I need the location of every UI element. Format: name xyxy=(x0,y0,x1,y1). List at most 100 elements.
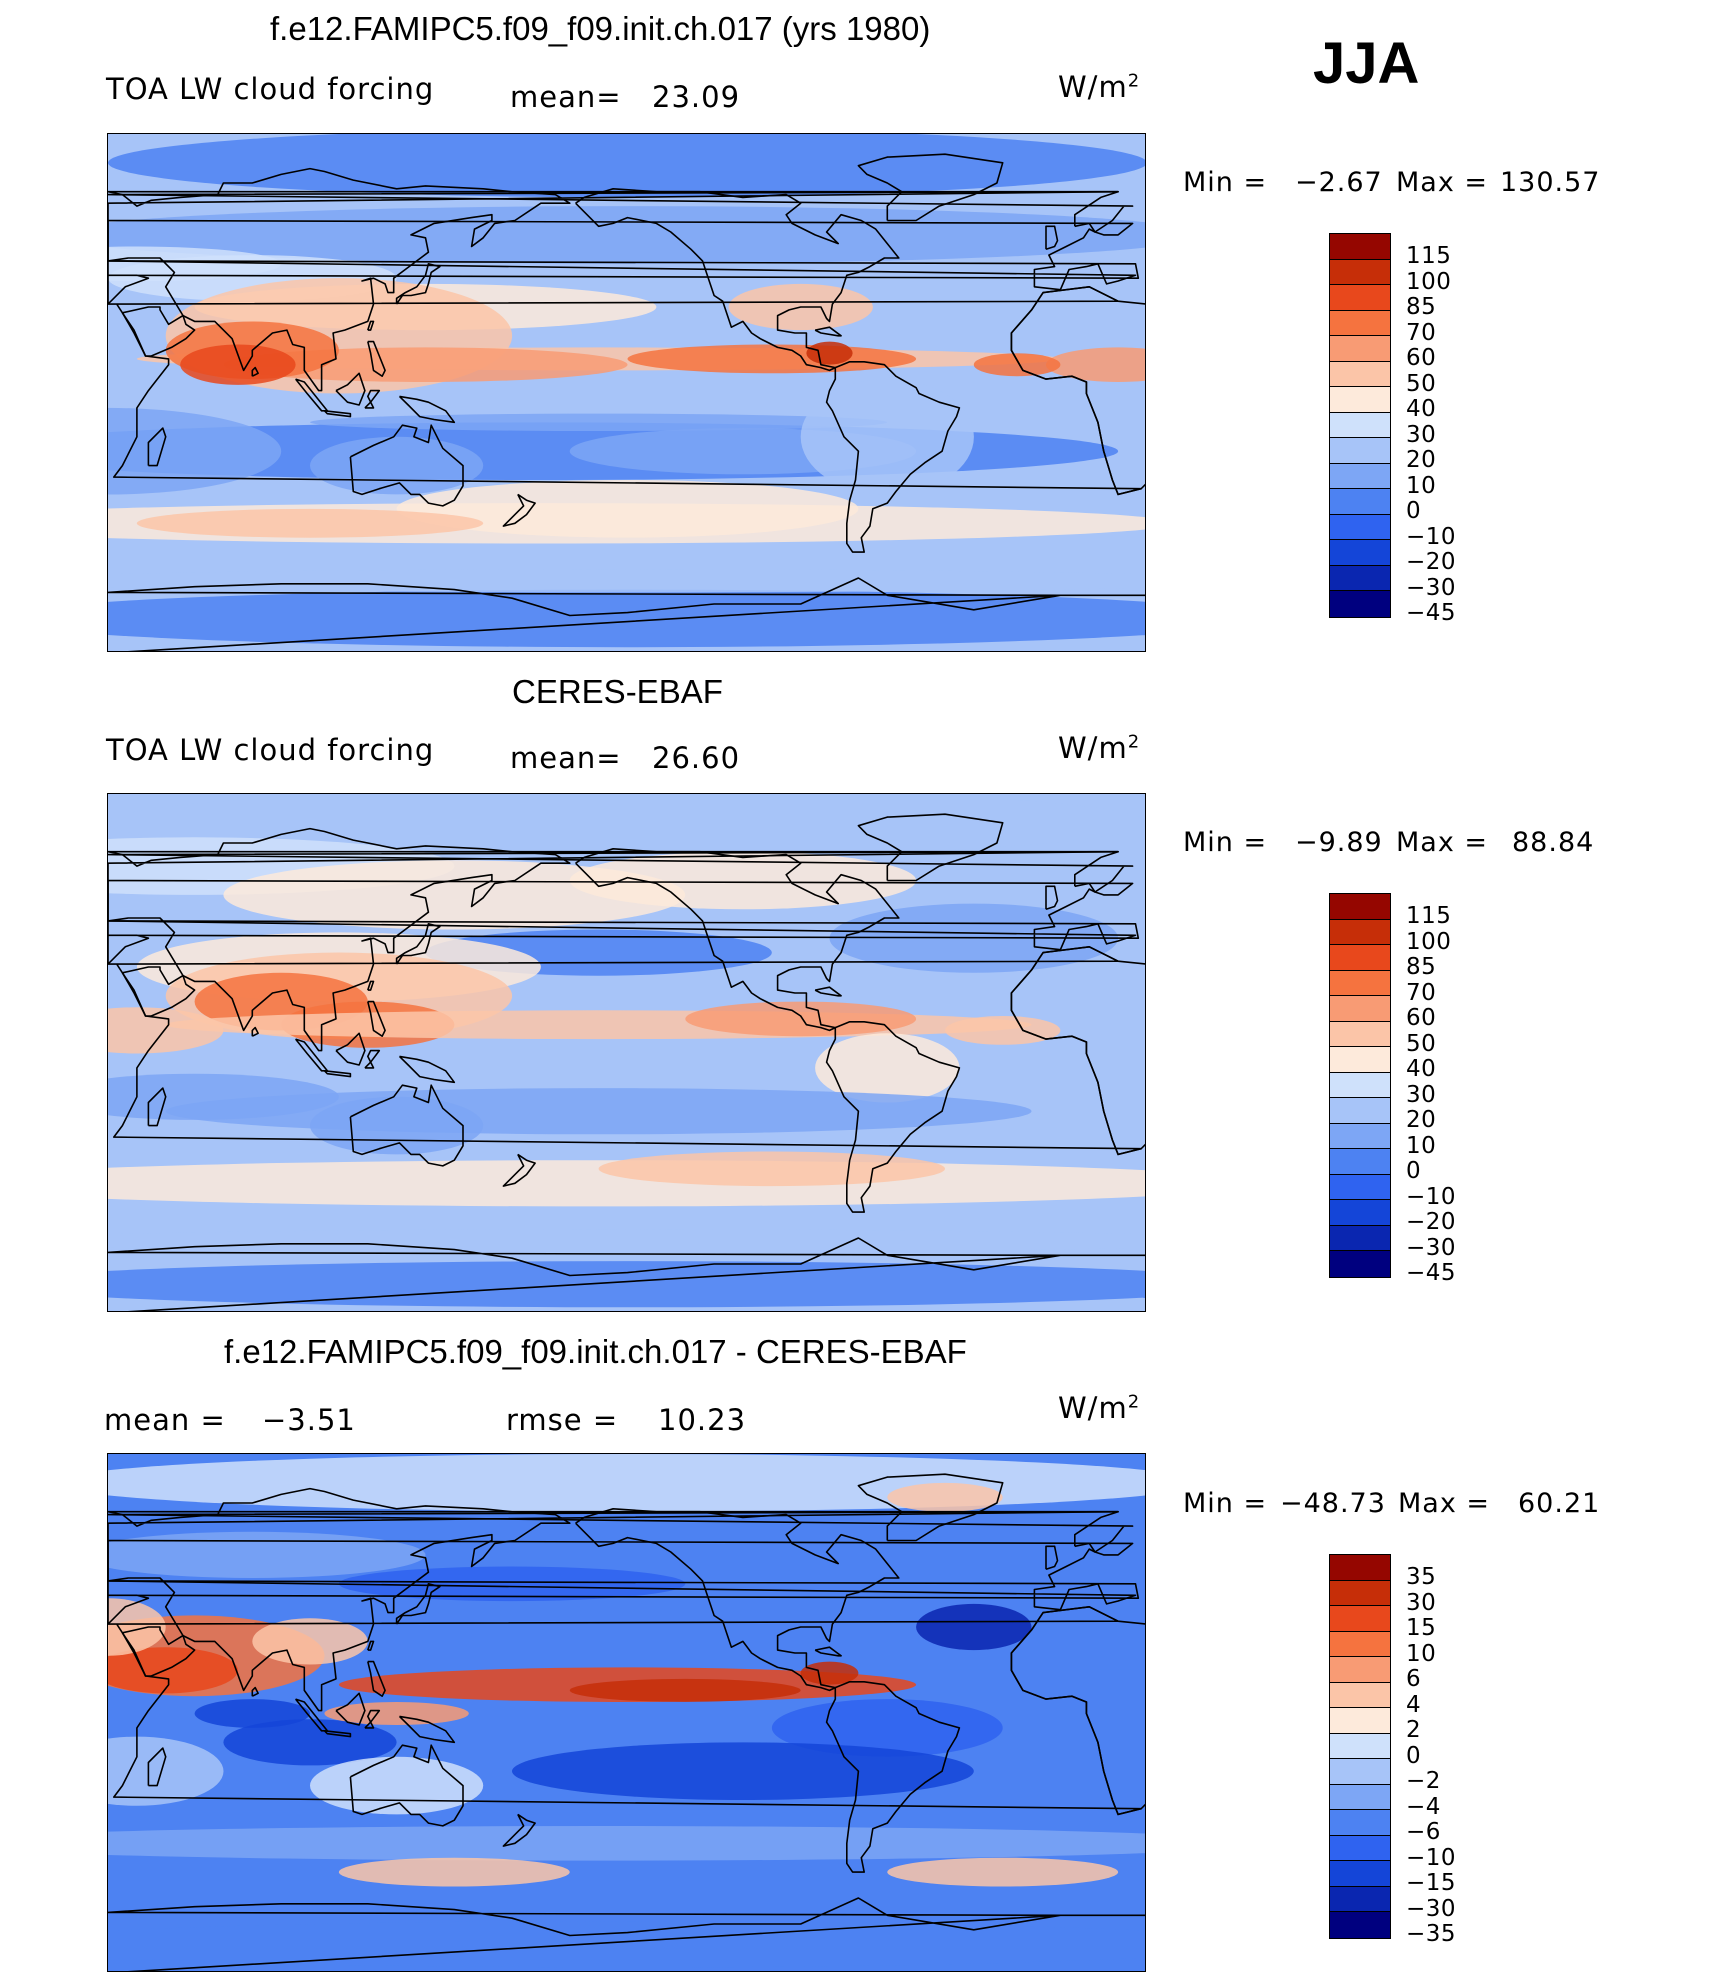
season-label: JJA xyxy=(1313,31,1420,96)
panel3-min-value: −48.73 xyxy=(1280,1488,1386,1519)
panel2-colorbar xyxy=(1329,893,1391,1278)
colorbar-tick-label: 20 xyxy=(1406,447,1437,473)
colorbar-swatch xyxy=(1330,361,1390,387)
colorbar-tick-label: 30 xyxy=(1406,1589,1437,1616)
colorbar-swatch xyxy=(1330,1759,1390,1785)
panel3-title: f.e12.FAMIPC5.f09_f09.init.ch.017 - CERE… xyxy=(224,1333,967,1370)
panel3-min-label: Min = xyxy=(1183,1488,1268,1519)
panel3-rmse-value: 10.23 xyxy=(658,1403,747,1437)
colorbar-tick-label: 50 xyxy=(1406,370,1437,397)
colorbar-swatch xyxy=(1330,1657,1390,1683)
colorbar-tick-label: 50 xyxy=(1406,1030,1437,1057)
colorbar-swatch xyxy=(1330,1631,1390,1657)
panel2-min-label: Min = xyxy=(1183,827,1268,858)
colorbar-tick-label: −4 xyxy=(1406,1793,1441,1820)
panel2-max-value: 88.84 xyxy=(1512,827,1595,858)
colorbar-tick-label: 85 xyxy=(1406,294,1437,320)
colorbar-tick-label: 60 xyxy=(1406,345,1437,371)
colorbar-swatch xyxy=(1330,285,1390,311)
colorbar-tick-label: 0 xyxy=(1406,498,1422,524)
panel2-variable-label: TOA LW cloud forcing xyxy=(106,733,435,767)
colorbar-swatch xyxy=(1330,1021,1390,1047)
colorbar-swatch xyxy=(1330,970,1390,996)
colorbar-swatch xyxy=(1330,489,1390,515)
colorbar-swatch xyxy=(1330,1200,1390,1226)
colorbar-swatch xyxy=(1330,1886,1390,1912)
colorbar-tick-label: −2 xyxy=(1406,1768,1441,1794)
panel1-map xyxy=(107,133,1146,652)
colorbar-swatch xyxy=(1330,919,1390,945)
panel3-mean-label: mean = xyxy=(104,1403,226,1437)
colorbar-tick-label: 85 xyxy=(1406,954,1437,980)
colorbar-swatch xyxy=(1330,1580,1390,1606)
colorbar-swatch xyxy=(1330,259,1390,285)
colorbar-tick-label: −20 xyxy=(1406,1209,1457,1235)
panel2-mean-label: mean= xyxy=(510,741,622,775)
colorbar-tick-label: 20 xyxy=(1406,1107,1437,1133)
colorbar-tick-label: 40 xyxy=(1406,396,1437,422)
colorbar-swatch xyxy=(1330,945,1390,971)
colorbar-swatch xyxy=(1330,540,1390,566)
panel1-variable-label: TOA LW cloud forcing xyxy=(106,72,435,106)
colorbar-tick-label: 0 xyxy=(1406,1158,1422,1184)
panel1-max-value: 130.57 xyxy=(1500,167,1601,198)
colorbar-swatch xyxy=(1330,1810,1390,1836)
colorbar-tick-label: −30 xyxy=(1406,1895,1457,1922)
colorbar-tick-label: −20 xyxy=(1406,549,1457,575)
colorbar-swatch xyxy=(1330,1251,1390,1277)
colorbar-tick-label: −30 xyxy=(1406,1234,1457,1261)
colorbar-swatch xyxy=(1330,1225,1390,1251)
colorbar-tick-label: 10 xyxy=(1406,472,1437,499)
colorbar-tick-label: 15 xyxy=(1406,1615,1437,1641)
colorbar-swatch xyxy=(1330,1733,1390,1759)
panel3-rmse-label: rmse = xyxy=(506,1403,619,1437)
colorbar-swatch xyxy=(1330,310,1390,336)
panel3-colorbar xyxy=(1329,1554,1391,1939)
panel1-units: W/m2 xyxy=(1058,70,1141,104)
colorbar-tick-label: 70 xyxy=(1406,319,1437,346)
colorbar-tick-label: 40 xyxy=(1406,1056,1437,1082)
colorbar-swatch xyxy=(1330,591,1390,617)
panel2-mean-value: 26.60 xyxy=(652,741,741,775)
colorbar-swatch xyxy=(1330,1861,1390,1887)
colorbar-tick-label: −10 xyxy=(1406,523,1457,550)
colorbar-tick-label: 30 xyxy=(1406,421,1437,448)
panel3-max-label: Max = xyxy=(1398,1488,1491,1519)
colorbar-swatch xyxy=(1330,412,1390,438)
colorbar-swatch xyxy=(1330,336,1390,362)
colorbar-swatch xyxy=(1330,1555,1390,1581)
colorbar-tick-label: 60 xyxy=(1406,1005,1437,1031)
colorbar-tick-label: −45 xyxy=(1406,1260,1457,1286)
colorbar-swatch xyxy=(1330,1784,1390,1810)
colorbar-tick-label: 6 xyxy=(1406,1666,1422,1692)
panel2-min-value: −9.89 xyxy=(1295,827,1383,858)
colorbar-tick-label: −15 xyxy=(1406,1870,1457,1896)
panel1-mean-value: 23.09 xyxy=(652,80,741,114)
colorbar-tick-label: −35 xyxy=(1406,1921,1457,1947)
colorbar-swatch xyxy=(1330,996,1390,1022)
colorbar-swatch xyxy=(1330,1098,1390,1124)
colorbar-swatch xyxy=(1330,1072,1390,1098)
colorbar-swatch xyxy=(1330,438,1390,464)
panel2-units: W/m2 xyxy=(1058,731,1141,765)
colorbar-tick-label: 35 xyxy=(1406,1564,1437,1590)
panel1-mean-label: mean= xyxy=(510,80,622,114)
panel2-map xyxy=(107,793,1146,1312)
panel1-colorbar xyxy=(1329,233,1391,618)
colorbar-tick-label: 0 xyxy=(1406,1742,1422,1769)
panel3-units: W/m2 xyxy=(1058,1391,1141,1425)
colorbar-tick-label: 2 xyxy=(1406,1717,1422,1743)
colorbar-tick-label: 70 xyxy=(1406,979,1437,1006)
colorbar-swatch xyxy=(1330,234,1390,260)
colorbar-swatch xyxy=(1330,1708,1390,1734)
panel2-title: CERES-EBAF xyxy=(512,673,723,710)
colorbar-tick-label: −45 xyxy=(1406,600,1457,626)
colorbar-swatch xyxy=(1330,1835,1390,1861)
panel1-min-value: −2.67 xyxy=(1295,167,1383,198)
colorbar-tick-label: −30 xyxy=(1406,574,1457,601)
colorbar-tick-label: 100 xyxy=(1406,268,1452,295)
colorbar-swatch xyxy=(1330,565,1390,591)
panel2-max-label: Max = xyxy=(1396,827,1489,858)
colorbar-swatch xyxy=(1330,1912,1390,1938)
colorbar-tick-label: −6 xyxy=(1406,1819,1441,1845)
